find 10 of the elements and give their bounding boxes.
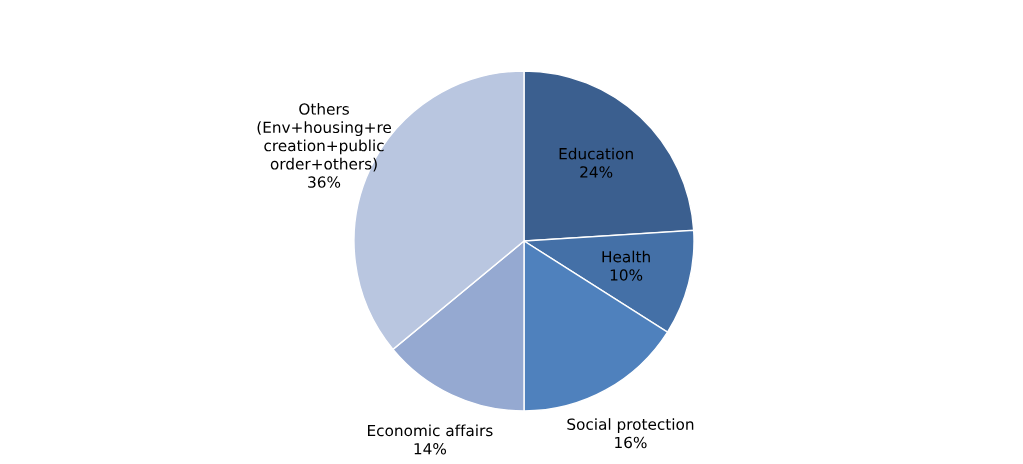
data-label: 16% xyxy=(615,436,647,449)
slice-label: Health xyxy=(602,250,650,263)
slice-label: Education xyxy=(559,147,633,160)
data-label: 10% xyxy=(610,269,643,281)
data-label: 36% xyxy=(308,176,341,188)
slice-label: Economic affairs xyxy=(368,424,493,437)
data-label: 14% xyxy=(414,442,447,455)
slice-label: Social protection xyxy=(567,418,694,433)
slice-label: Others (Env+housing+re creation+public order+others) xyxy=(257,102,392,172)
data-label: 24% xyxy=(580,166,613,178)
